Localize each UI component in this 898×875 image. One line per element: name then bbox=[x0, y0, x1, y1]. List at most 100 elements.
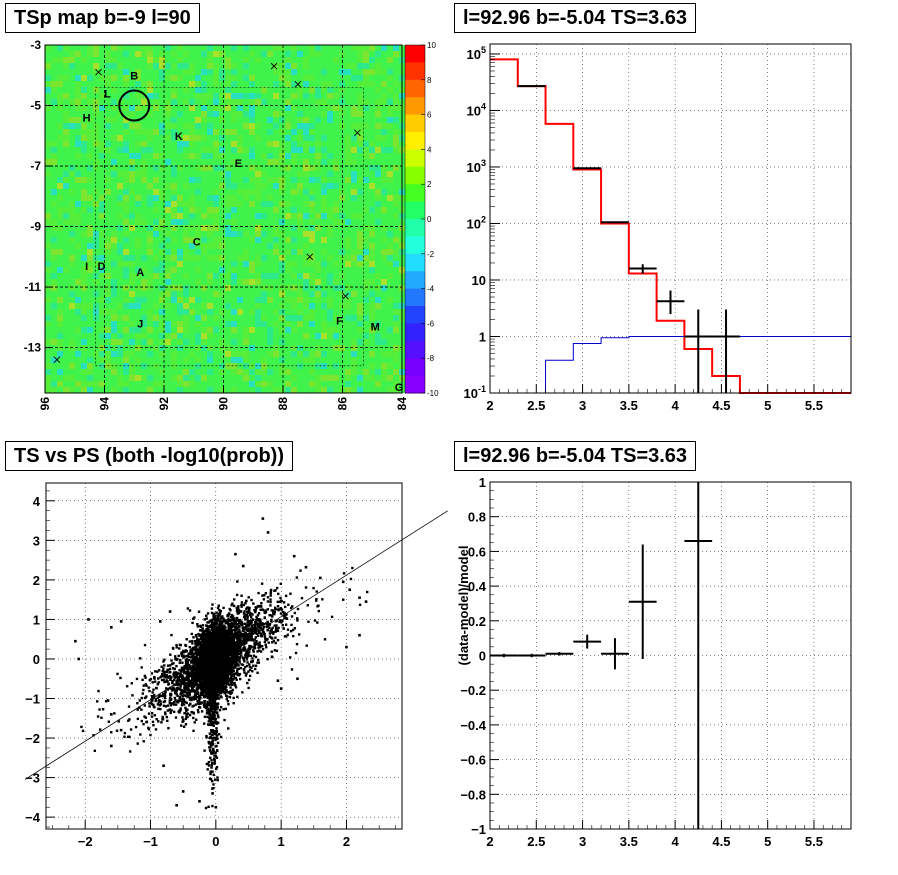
heatmap-cell bbox=[99, 321, 105, 327]
heatmap-cell bbox=[159, 141, 165, 147]
heatmap-cell bbox=[345, 201, 351, 207]
heatmap-cell bbox=[165, 147, 171, 153]
heatmap-cell bbox=[213, 45, 219, 51]
heatmap-cell bbox=[345, 303, 351, 309]
heatmap-cell bbox=[207, 369, 213, 375]
heatmap-cell bbox=[87, 243, 93, 249]
heatmap-cell bbox=[231, 93, 237, 99]
heatmap-cell bbox=[207, 303, 213, 309]
heatmap-cell bbox=[87, 177, 93, 183]
heatmap-cell bbox=[147, 87, 153, 93]
heatmap-cell bbox=[135, 237, 141, 243]
heatmap-cell bbox=[63, 123, 69, 129]
heatmap-cell bbox=[57, 231, 63, 237]
heatmap-cell bbox=[267, 339, 273, 345]
heatmap-cell bbox=[387, 147, 393, 153]
heatmap-cell bbox=[219, 291, 225, 297]
heatmap-cell bbox=[75, 213, 81, 219]
heatmap-cell bbox=[249, 219, 255, 225]
heatmap-cell bbox=[63, 351, 69, 357]
scatter-point bbox=[244, 652, 248, 656]
scatter-point bbox=[150, 700, 153, 703]
heatmap-cell bbox=[213, 333, 219, 339]
heatmap-cell bbox=[285, 165, 291, 171]
heatmap-cell bbox=[105, 153, 111, 159]
heatmap-cell bbox=[297, 195, 303, 201]
heatmap-cell bbox=[213, 135, 219, 141]
heatmap-cell bbox=[267, 111, 273, 117]
heatmap-cell bbox=[177, 123, 183, 129]
heatmap-cell bbox=[381, 237, 387, 243]
scatter-point bbox=[269, 600, 272, 604]
heatmap-cell bbox=[363, 111, 369, 117]
x-tick-label: 5.5 bbox=[805, 398, 823, 413]
heatmap-cell bbox=[285, 69, 291, 75]
heatmap-cell bbox=[147, 129, 153, 135]
heatmap-cell bbox=[63, 327, 69, 333]
heatmap-cell bbox=[93, 357, 99, 363]
heatmap-cell bbox=[273, 291, 279, 297]
heatmap-cell bbox=[339, 255, 345, 261]
heatmap-cell bbox=[111, 273, 117, 279]
heatmap-cell bbox=[141, 297, 147, 303]
heatmap-cell bbox=[117, 219, 123, 225]
scatter-point bbox=[215, 766, 219, 769]
scatter-point bbox=[148, 705, 151, 708]
heatmap-cell bbox=[387, 189, 393, 195]
heatmap-cell bbox=[249, 375, 255, 381]
heatmap-cell bbox=[279, 201, 285, 207]
heatmap-cell bbox=[75, 315, 81, 321]
heatmap-cell bbox=[63, 51, 69, 57]
heatmap-cell bbox=[255, 273, 261, 279]
heatmap-cell bbox=[99, 273, 105, 279]
heatmap-cell bbox=[201, 339, 207, 345]
heatmap-cell bbox=[351, 195, 357, 201]
heatmap-cell bbox=[267, 351, 273, 357]
heatmap-cell bbox=[75, 117, 81, 123]
heatmap-cell bbox=[357, 183, 363, 189]
heatmap-cell bbox=[291, 183, 297, 189]
heatmap-cell bbox=[69, 123, 75, 129]
heatmap-cell bbox=[321, 345, 327, 351]
colorbar-swatch bbox=[405, 79, 425, 98]
heatmap-cell bbox=[123, 249, 129, 255]
heatmap-cell bbox=[363, 381, 369, 387]
heatmap-cell bbox=[75, 177, 81, 183]
heatmap-cell bbox=[261, 225, 267, 231]
heatmap-cell bbox=[363, 369, 369, 375]
heatmap-cell bbox=[141, 315, 147, 321]
heatmap-cell bbox=[195, 315, 201, 321]
heatmap-cell bbox=[339, 279, 345, 285]
heatmap-cell bbox=[357, 45, 363, 51]
heatmap-cell bbox=[363, 135, 369, 141]
heatmap-cell bbox=[87, 309, 93, 315]
heatmap-cell bbox=[153, 189, 159, 195]
heatmap-cell bbox=[129, 81, 135, 87]
heatmap-cell bbox=[165, 93, 171, 99]
heatmap-cell bbox=[207, 129, 213, 135]
heatmap-cell bbox=[81, 315, 87, 321]
heatmap-cell bbox=[135, 297, 141, 303]
heatmap-cell bbox=[249, 291, 255, 297]
heatmap-cell bbox=[375, 291, 381, 297]
heatmap-cell bbox=[153, 321, 159, 327]
heatmap-cell bbox=[315, 117, 321, 123]
heatmap-cell bbox=[369, 99, 375, 105]
heatmap-cell bbox=[357, 111, 363, 117]
tsp-map-panel: B L H K E C I D A J F M G 96 94 92 90 88 86 84 -3 -5 -7 -9 -11 -1… bbox=[0, 0, 449, 437]
heatmap-cell bbox=[201, 255, 207, 261]
heatmap-cell bbox=[393, 267, 399, 273]
heatmap-cell bbox=[177, 45, 183, 51]
heatmap-cell bbox=[393, 75, 399, 81]
heatmap-cell bbox=[171, 105, 177, 111]
heatmap-cell bbox=[351, 381, 357, 387]
heatmap-cell bbox=[261, 315, 267, 321]
heatmap-cell bbox=[147, 111, 153, 117]
heatmap-cell bbox=[237, 129, 243, 135]
heatmap-cell bbox=[117, 279, 123, 285]
heatmap-cell bbox=[387, 135, 393, 141]
heatmap-cell bbox=[249, 75, 255, 81]
heatmap-cell bbox=[315, 63, 321, 69]
heatmap-cell bbox=[69, 159, 75, 165]
heatmap-cell bbox=[51, 147, 57, 153]
